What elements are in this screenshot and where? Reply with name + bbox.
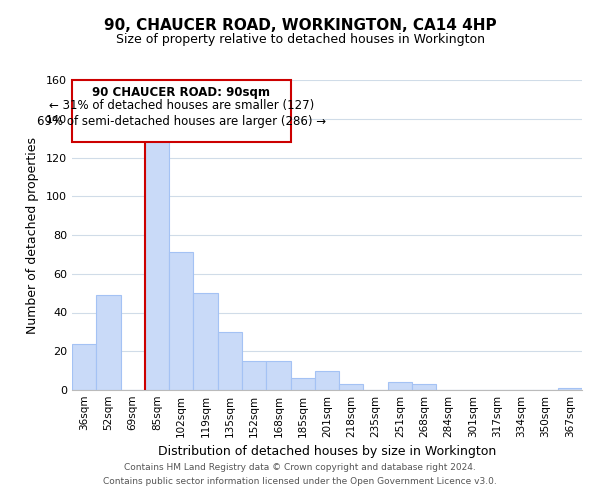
Bar xyxy=(96,295,121,390)
FancyBboxPatch shape xyxy=(72,80,290,142)
X-axis label: Distribution of detached houses by size in Workington: Distribution of detached houses by size … xyxy=(158,446,496,458)
Bar xyxy=(315,370,339,390)
Bar xyxy=(266,361,290,390)
Bar xyxy=(558,388,582,390)
Bar xyxy=(169,252,193,390)
Y-axis label: Number of detached properties: Number of detached properties xyxy=(26,136,39,334)
Text: ← 31% of detached houses are smaller (127): ← 31% of detached houses are smaller (12… xyxy=(49,100,314,112)
Bar xyxy=(388,382,412,390)
Bar xyxy=(145,130,169,390)
Bar xyxy=(290,378,315,390)
Text: Contains HM Land Registry data © Crown copyright and database right 2024.: Contains HM Land Registry data © Crown c… xyxy=(124,464,476,472)
Bar xyxy=(412,384,436,390)
Bar xyxy=(242,361,266,390)
Text: 69% of semi-detached houses are larger (286) →: 69% of semi-detached houses are larger (… xyxy=(37,115,326,128)
Text: Contains public sector information licensed under the Open Government Licence v3: Contains public sector information licen… xyxy=(103,477,497,486)
Text: Size of property relative to detached houses in Workington: Size of property relative to detached ho… xyxy=(115,32,485,46)
Bar xyxy=(339,384,364,390)
Bar xyxy=(218,332,242,390)
Bar xyxy=(193,293,218,390)
Bar xyxy=(72,344,96,390)
Text: 90, CHAUCER ROAD, WORKINGTON, CA14 4HP: 90, CHAUCER ROAD, WORKINGTON, CA14 4HP xyxy=(104,18,496,32)
Text: 90 CHAUCER ROAD: 90sqm: 90 CHAUCER ROAD: 90sqm xyxy=(92,86,270,99)
